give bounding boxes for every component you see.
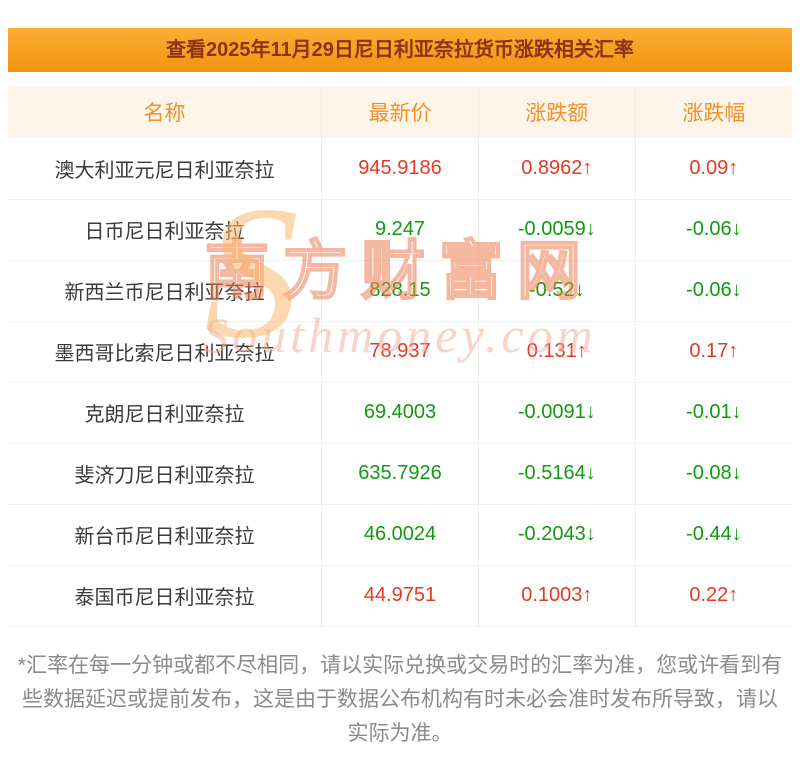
page-title: 查看2025年11月29日尼日利亚奈拉货币涨跌相关汇率: [166, 39, 634, 61]
change-amount: 0.8962↑: [477, 138, 636, 200]
change-amount: -0.52↓: [477, 260, 636, 322]
change-amount: 0.1003↑: [477, 565, 636, 627]
table-row: 新台币尼日利亚奈拉 46.0024 -0.2043↓ -0.44↓: [8, 504, 792, 566]
latest-price: 9.247: [321, 199, 479, 261]
column-header-name: 名称: [8, 86, 322, 138]
table-row: 泰国币尼日利亚奈拉 44.9751 0.1003↑ 0.22↑: [8, 565, 792, 627]
currency-pair-name: 泰国币尼日利亚奈拉: [8, 565, 322, 627]
change-percent: -0.06↓: [634, 260, 792, 322]
currency-pair-name: 日币尼日利亚奈拉: [8, 199, 322, 261]
table-row: 墨西哥比索尼日利亚奈拉 78.937 0.131↑ 0.17↑: [8, 321, 792, 383]
change-percent: -0.44↓: [634, 504, 792, 566]
table-header-row: 名称 最新价 涨跌额 涨跌幅: [8, 86, 792, 138]
change-percent: 0.09↑: [634, 138, 792, 200]
disclaimer-note: *汇率在每一分钟或都不尽相同，请以实际兑换或交易时的汇率为准，您或许看到有些数据…: [17, 653, 783, 745]
change-percent: -0.08↓: [634, 443, 792, 505]
column-header-change: 涨跌额: [477, 86, 636, 138]
column-header-pct: 涨跌幅: [634, 86, 792, 138]
table-row: 克朗尼日利亚奈拉 69.4003 -0.0091↓ -0.01↓: [8, 382, 792, 444]
change-percent: -0.01↓: [634, 382, 792, 444]
change-percent: -0.06↓: [634, 199, 792, 261]
change-amount: -0.2043↓: [477, 504, 636, 566]
column-header-price: 最新价: [321, 86, 479, 138]
table-row: 日币尼日利亚奈拉 9.247 -0.0059↓ -0.06↓: [8, 199, 792, 261]
currency-pair-name: 斐济刀尼日利亚奈拉: [8, 443, 322, 505]
change-amount: -0.0059↓: [477, 199, 636, 261]
latest-price: 78.937: [321, 321, 479, 383]
currency-pair-name: 新西兰币尼日利亚奈拉: [8, 260, 322, 322]
latest-price: 828.15: [321, 260, 479, 322]
currency-pair-name: 新台币尼日利亚奈拉: [8, 504, 322, 566]
exchange-rate-table-wrap: 名称 最新价 涨跌额 涨跌幅 澳大利亚元尼日利亚奈拉 945.9186 0.89…: [8, 86, 792, 627]
page-title-bar: 查看2025年11月29日尼日利亚奈拉货币涨跌相关汇率: [8, 28, 792, 72]
latest-price: 69.4003: [321, 382, 479, 444]
change-amount: -0.5164↓: [477, 443, 636, 505]
currency-pair-name: 墨西哥比索尼日利亚奈拉: [8, 321, 322, 383]
page: 查看2025年11月29日尼日利亚奈拉货币涨跌相关汇率 名称 最新价 涨跌额 涨…: [8, 28, 792, 745]
table-body: 澳大利亚元尼日利亚奈拉 945.9186 0.8962↑ 0.09↑ 日币尼日利…: [8, 138, 792, 627]
change-percent: 0.17↑: [634, 321, 792, 383]
currency-pair-name: 澳大利亚元尼日利亚奈拉: [8, 138, 322, 200]
table-row: 新西兰币尼日利亚奈拉 828.15 -0.52↓ -0.06↓: [8, 260, 792, 322]
table-row: 斐济刀尼日利亚奈拉 635.7926 -0.5164↓ -0.08↓: [8, 443, 792, 505]
exchange-rate-table: 名称 最新价 涨跌额 涨跌幅 澳大利亚元尼日利亚奈拉 945.9186 0.89…: [8, 86, 792, 627]
latest-price: 46.0024: [321, 504, 479, 566]
change-amount: 0.131↑: [477, 321, 636, 383]
table-row: 澳大利亚元尼日利亚奈拉 945.9186 0.8962↑ 0.09↑: [8, 138, 792, 200]
latest-price: 635.7926: [321, 443, 479, 505]
change-amount: -0.0091↓: [477, 382, 636, 444]
latest-price: 945.9186: [321, 138, 479, 200]
latest-price: 44.9751: [321, 565, 479, 627]
change-percent: 0.22↑: [634, 565, 792, 627]
currency-pair-name: 克朗尼日利亚奈拉: [8, 382, 322, 444]
